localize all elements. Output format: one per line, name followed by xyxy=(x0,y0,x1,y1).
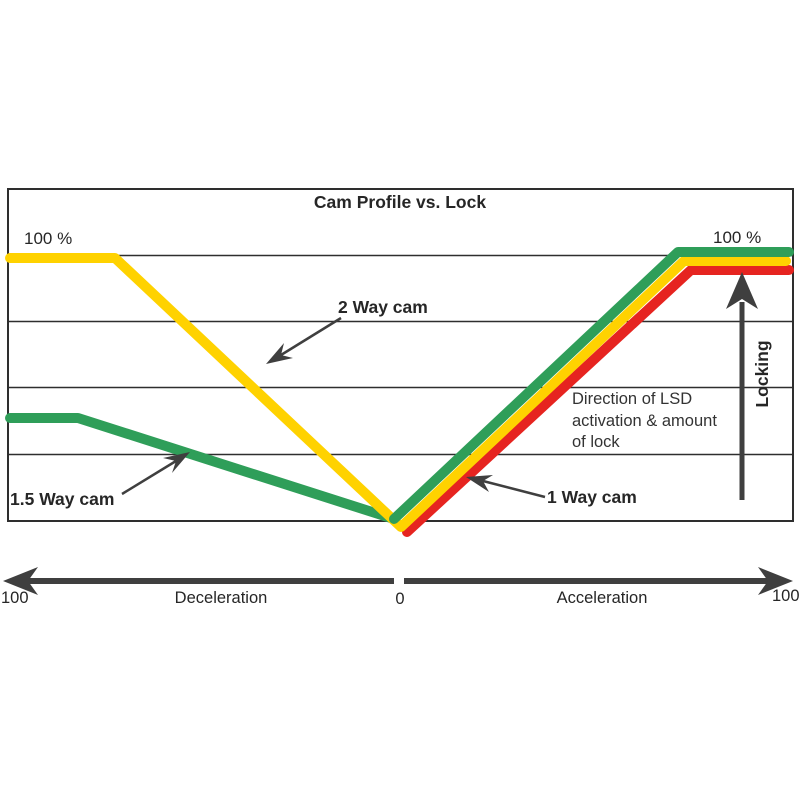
series-label-2-way-cam: 2 Way cam xyxy=(338,297,428,317)
series-1-way-cam xyxy=(402,265,794,537)
chart-title: Cam Profile vs. Lock xyxy=(313,192,487,212)
locking-axis-label: Locking xyxy=(752,340,772,408)
series-label-1-way-cam: 1 Way cam xyxy=(547,487,637,507)
arrow-1-way-cam-shaft xyxy=(482,479,546,499)
x-axis-left-arrowhead-icon xyxy=(3,567,38,595)
arrow-1-5-way-cam-head-icon xyxy=(163,452,190,473)
arrow-2-way-cam xyxy=(266,316,342,364)
x-axis-left-value: 100 xyxy=(1,589,29,607)
arrow-2-way-cam-head-icon xyxy=(266,343,293,364)
plot-box xyxy=(7,188,794,522)
x-axis-right-arrowhead-icon xyxy=(758,567,793,595)
arrow-2-way-cam-shaft xyxy=(280,316,342,357)
locking-arrowhead-icon xyxy=(726,272,758,309)
x-axis-right-value: 100 xyxy=(772,587,800,605)
x-axis-arrow xyxy=(3,567,793,595)
arrow-1-way-cam-head-icon xyxy=(466,475,493,492)
arrow-1-5-way-cam xyxy=(121,452,190,496)
series-2-way-cam xyxy=(5,253,791,532)
direction-note: Direction of LSD activation & amount of … xyxy=(572,390,717,451)
x-axis-zero-value: 0 xyxy=(395,590,405,608)
arrow-1-5-way-cam-shaft xyxy=(121,459,177,496)
series-label-1-5-way-cam: 1.5 Way cam xyxy=(10,489,115,509)
locking-arrow xyxy=(726,272,758,500)
left-100-percent-label: 100 % xyxy=(24,229,73,248)
series-1-5-way-cam-acceleration xyxy=(389,247,794,524)
arrow-1-way-cam xyxy=(466,475,546,499)
x-axis-acceleration-label: Acceleration xyxy=(556,589,648,607)
right-100-percent-label: 100 % xyxy=(713,228,762,247)
series-1-5-way-cam-deceleration xyxy=(5,413,399,524)
gridlines xyxy=(9,254,792,456)
x-axis-deceleration-label: Deceleration xyxy=(174,589,268,607)
